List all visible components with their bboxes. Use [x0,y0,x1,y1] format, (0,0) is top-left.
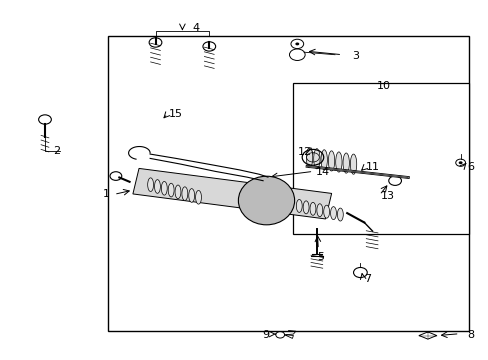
Text: 3: 3 [351,51,358,61]
Ellipse shape [335,152,342,172]
Text: 10: 10 [376,81,390,91]
Ellipse shape [309,202,315,215]
Text: 9: 9 [261,330,268,340]
Ellipse shape [161,181,167,195]
Ellipse shape [313,149,319,169]
Ellipse shape [182,187,187,201]
Ellipse shape [316,204,322,217]
Ellipse shape [330,207,336,220]
Ellipse shape [327,151,334,171]
Polygon shape [133,168,331,219]
Ellipse shape [337,208,343,221]
Ellipse shape [321,150,327,170]
Ellipse shape [147,178,153,192]
Ellipse shape [175,185,181,199]
Bar [293,83,468,234]
Text: 14: 14 [315,167,329,177]
Ellipse shape [188,189,194,202]
Ellipse shape [154,180,160,193]
Ellipse shape [238,176,294,225]
Circle shape [458,161,462,164]
Ellipse shape [195,190,201,204]
Text: 2: 2 [53,146,60,156]
Text: 13: 13 [380,191,394,201]
Text: 1: 1 [103,189,110,199]
Text: 6: 6 [466,162,473,172]
Text: 8: 8 [466,330,473,340]
Ellipse shape [323,205,329,218]
Text: 15: 15 [168,109,183,120]
Text: 7: 7 [364,274,371,284]
Bar [107,36,468,331]
Ellipse shape [168,183,174,197]
Text: 4: 4 [192,23,199,33]
Ellipse shape [296,199,302,212]
Circle shape [295,42,299,45]
Ellipse shape [303,201,308,214]
Text: 5: 5 [316,252,323,262]
Ellipse shape [305,148,312,168]
Ellipse shape [343,153,348,173]
Ellipse shape [349,154,356,174]
Text: 12: 12 [297,147,311,157]
Text: 11: 11 [365,162,379,172]
